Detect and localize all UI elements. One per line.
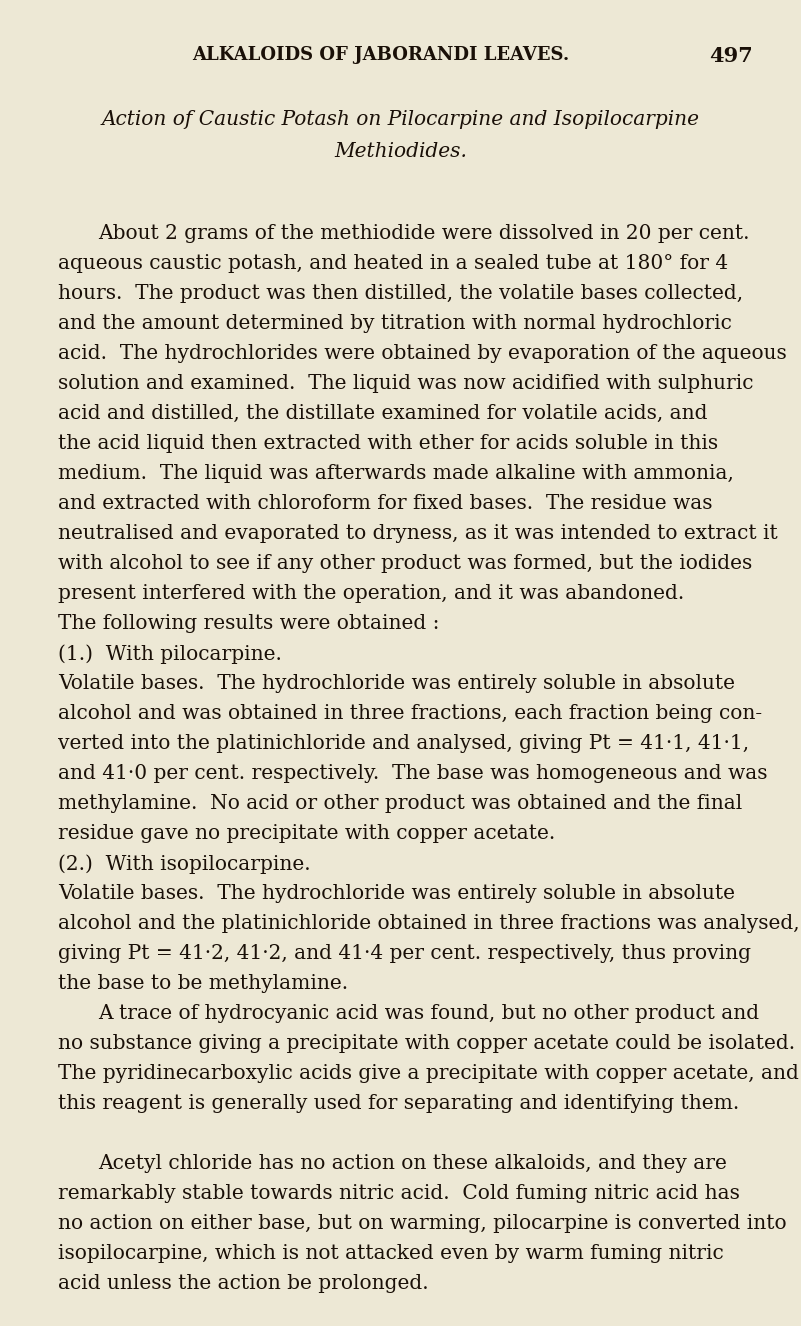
Text: neutralised and evaporated to dryness, as it was intended to extract it: neutralised and evaporated to dryness, a…: [58, 524, 778, 544]
Text: The following results were obtained :: The following results were obtained :: [58, 614, 440, 633]
Text: The pyridinecarboxylic acids give a precipitate with copper acetate, and: The pyridinecarboxylic acids give a prec…: [58, 1063, 799, 1083]
Text: methylamine.  No acid or other product was obtained and the final: methylamine. No acid or other product wa…: [58, 794, 743, 813]
Text: and 41·0 per cent. respectively.  The base was homogeneous and was: and 41·0 per cent. respectively. The bas…: [58, 764, 767, 782]
Text: acid.  The hydrochlorides were obtained by evaporation of the aqueous: acid. The hydrochlorides were obtained b…: [58, 343, 787, 363]
Text: no action on either base, but on warming, pilocarpine is converted into: no action on either base, but on warming…: [58, 1215, 787, 1233]
Text: (1.)  With pilocarpine.: (1.) With pilocarpine.: [58, 644, 282, 663]
Text: no substance giving a precipitate with copper acetate could be isolated.: no substance giving a precipitate with c…: [58, 1034, 795, 1053]
Text: 497: 497: [709, 46, 753, 66]
Text: Acetyl chloride has no action on these alkaloids, and they are: Acetyl chloride has no action on these a…: [98, 1154, 727, 1174]
Text: the acid liquid then extracted with ether for acids soluble in this: the acid liquid then extracted with ethe…: [58, 434, 718, 453]
Text: Volatile bases.  The hydrochloride was entirely soluble in absolute: Volatile bases. The hydrochloride was en…: [58, 884, 735, 903]
Text: Action of Caustic Potash on Pilocarpine and Isopilocarpine: Action of Caustic Potash on Pilocarpine …: [102, 110, 699, 129]
Text: with alcohol to see if any other product was formed, but the iodides: with alcohol to see if any other product…: [58, 554, 752, 573]
Text: Volatile bases.  The hydrochloride was entirely soluble in absolute: Volatile bases. The hydrochloride was en…: [58, 674, 735, 693]
Text: present interfered with the operation, and it was abandoned.: present interfered with the operation, a…: [58, 583, 684, 603]
Text: About 2 grams of the methiodide were dissolved in 20 per cent.: About 2 grams of the methiodide were dis…: [98, 224, 750, 243]
Text: and the amount determined by titration with normal hydrochloric: and the amount determined by titration w…: [58, 314, 732, 333]
Text: giving Pt = 41·2, 41·2, and 41·4 per cent. respectively, thus proving: giving Pt = 41·2, 41·2, and 41·4 per cen…: [58, 944, 751, 963]
Text: the base to be methylamine.: the base to be methylamine.: [58, 975, 348, 993]
Text: hours.  The product was then distilled, the volatile bases collected,: hours. The product was then distilled, t…: [58, 284, 743, 304]
Text: (2.)  With isopilocarpine.: (2.) With isopilocarpine.: [58, 854, 311, 874]
Text: alcohol and was obtained in three fractions, each fraction being con-: alcohol and was obtained in three fracti…: [58, 704, 762, 723]
Text: Methiodides.: Methiodides.: [334, 142, 467, 160]
Text: A trace of hydrocyanic acid was found, but no other product and: A trace of hydrocyanic acid was found, b…: [98, 1004, 759, 1022]
Text: alcohol and the platinichloride obtained in three fractions was analysed,: alcohol and the platinichloride obtained…: [58, 914, 799, 934]
Text: acid unless the action be prolonged.: acid unless the action be prolonged.: [58, 1274, 429, 1293]
Text: and extracted with chloroform for fixed bases.  The residue was: and extracted with chloroform for fixed …: [58, 495, 713, 513]
Text: solution and examined.  The liquid was now acidified with sulphuric: solution and examined. The liquid was no…: [58, 374, 754, 392]
Text: acid and distilled, the distillate examined for volatile acids, and: acid and distilled, the distillate exami…: [58, 404, 707, 423]
Text: aqueous caustic potash, and heated in a sealed tube at 180° for 4: aqueous caustic potash, and heated in a …: [58, 255, 728, 273]
Text: residue gave no precipitate with copper acetate.: residue gave no precipitate with copper …: [58, 823, 555, 843]
Text: verted into the platinichloride and analysed, giving Pt = 41·1, 41·1,: verted into the platinichloride and anal…: [58, 735, 749, 753]
Text: this reagent is generally used for separating and identifying them.: this reagent is generally used for separ…: [58, 1094, 739, 1113]
Text: medium.  The liquid was afterwards made alkaline with ammonia,: medium. The liquid was afterwards made a…: [58, 464, 734, 483]
Text: isopilocarpine, which is not attacked even by warm fuming nitric: isopilocarpine, which is not attacked ev…: [58, 1244, 724, 1262]
Text: ALKALOIDS OF JABORANDI LEAVES.: ALKALOIDS OF JABORANDI LEAVES.: [192, 46, 570, 64]
Text: remarkably stable towards nitric acid.  Cold fuming nitric acid has: remarkably stable towards nitric acid. C…: [58, 1184, 740, 1203]
